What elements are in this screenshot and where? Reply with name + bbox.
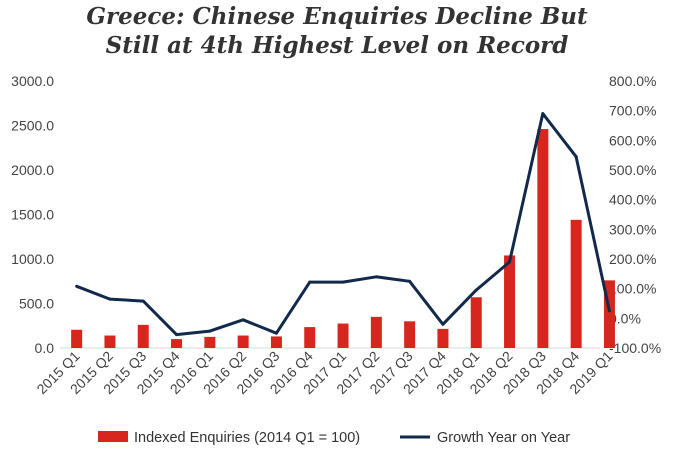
legend-label-bars: Indexed Enquiries (2014 Q1 = 100) [134,430,360,446]
line-point [108,297,112,301]
line-point [274,331,278,335]
line-point [607,309,611,313]
bar [537,129,549,348]
right-axis-tick-label: 100.0% [609,281,656,297]
legend-label-line: Growth Year on Year [437,430,570,446]
bar [470,297,482,348]
bar [370,316,382,348]
line-point [175,333,179,337]
bar [104,335,116,348]
line-point [474,288,478,292]
left-axis-tick-label: 1000.0 [11,251,54,267]
right-axis-tick-label: 800.0% [609,73,656,89]
bar [603,280,615,348]
bar [337,323,349,348]
line-point [141,299,145,303]
line-point [241,318,245,322]
bar [270,336,282,348]
legend: Indexed Enquiries (2014 Q1 = 100) Growth… [98,430,570,446]
right-axis-tick-label: -100.0% [609,340,661,356]
left-axis-tick-label: 2500.0 [11,118,54,134]
right-axis-ticks: -100.0% 0.0% 100.0% 200.0% 300.0% 400.0% 500.0… [609,73,661,356]
left-axis-tick-label: 0.0 [35,340,55,356]
line-series [75,112,611,337]
line-point [574,155,578,159]
line-point [508,260,512,264]
line-point [75,284,79,288]
left-axis-tick-label: 1500.0 [11,207,54,223]
bar [570,219,582,348]
line-point [308,280,312,284]
bar [304,327,316,348]
line-point [441,322,445,326]
right-axis-tick-label: 700.0% [609,103,656,119]
line-point [341,280,345,284]
bar [171,339,183,348]
bar [137,324,149,348]
chart-subtitle: Still at 4th Highest Level on Record [105,32,569,59]
bar [404,321,416,348]
bar [71,329,83,348]
left-axis-tick-label: 2000.0 [11,162,54,178]
legend-swatch-bars [98,431,128,442]
left-axis-tick-label: 3000.0 [11,73,54,89]
line-point [208,329,212,333]
right-axis-tick-label: 500.0% [609,162,656,178]
line-point [541,112,545,116]
right-axis-tick-label: 400.0% [609,192,656,208]
bar-series [71,129,615,348]
right-axis-tick-label: 300.0% [609,221,656,237]
bar [437,328,449,348]
bar [237,335,249,348]
right-axis-tick-label: 200.0% [609,251,656,267]
growth-line [76,112,611,337]
bar [204,336,216,348]
bar [504,255,516,348]
left-axis-tick-label: 500.0 [19,296,54,312]
right-axis-tick-label: 0.0% [609,310,641,326]
chart-title: Greece: Chinese Enquiries Decline But [86,3,588,30]
left-axis-ticks: 0.0 500.0 1000.0 1500.0 2000.0 2500.0 3000.0 [11,73,54,356]
right-axis-tick-label: 600.0% [609,132,656,148]
line-point [374,275,378,279]
line-point [408,279,412,283]
